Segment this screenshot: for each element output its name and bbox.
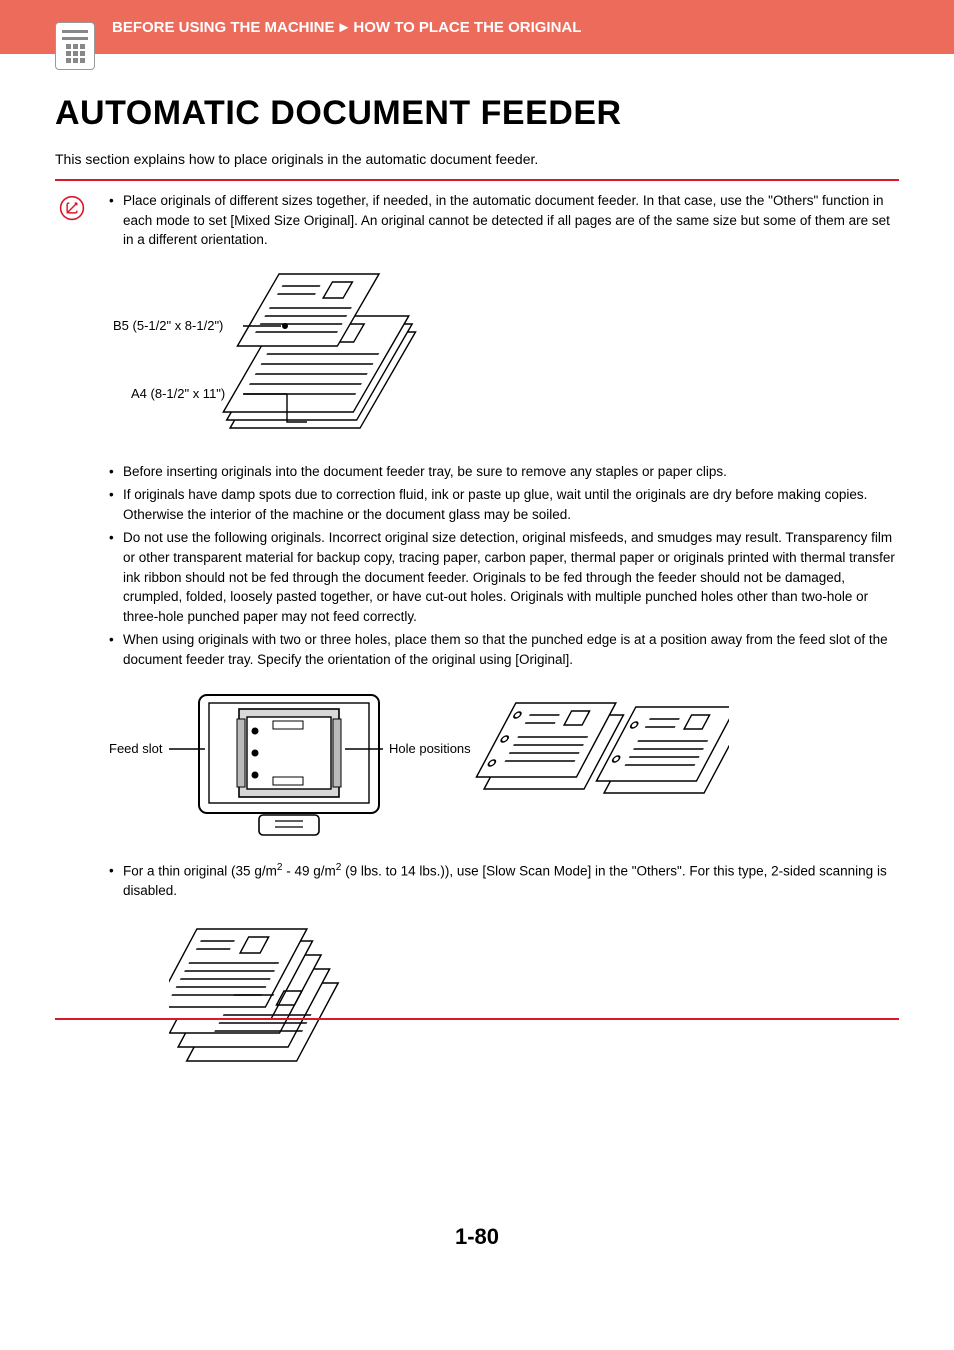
list-item: Do not use the following originals. Inco… xyxy=(109,528,899,626)
bullet-list-top: Place originals of different sizes toget… xyxy=(109,191,899,250)
bullet-list-mid: Before inserting originals into the docu… xyxy=(109,462,899,670)
breadcrumb-left: BEFORE USING THE MACHINE xyxy=(112,19,335,36)
page-number: 1-80 xyxy=(0,1224,954,1250)
fig1-label-a4: A4 (8-1/2" x 11") xyxy=(131,386,225,401)
breadcrumb-separator: ► xyxy=(337,19,352,36)
page-title: AUTOMATIC DOCUMENT FEEDER xyxy=(55,94,899,133)
fig2-label-holes: Hole positions xyxy=(389,741,471,756)
fig1-label-b5: B5 (5-1/2" x 8-1/2") xyxy=(113,318,223,333)
header-bar: BEFORE USING THE MACHINE ► HOW TO PLACE … xyxy=(0,0,954,54)
figure-thin-originals xyxy=(109,915,899,1075)
figure-feed-slot: Feed slot Hole positions xyxy=(109,683,899,843)
note-icon xyxy=(55,191,89,221)
bullet-list-bottom: For a thin original (35 g/m2 - 49 g/m2 (… xyxy=(109,861,899,901)
list-item: For a thin original (35 g/m2 - 49 g/m2 (… xyxy=(109,861,899,901)
intro-text: This section explains how to place origi… xyxy=(55,151,899,167)
breadcrumb-right: HOW TO PLACE THE ORIGINAL xyxy=(353,19,581,36)
list-item: When using originals with two or three h… xyxy=(109,630,899,669)
section-icon xyxy=(55,22,95,70)
page-content: AUTOMATIC DOCUMENT FEEDER This section e… xyxy=(0,54,954,1113)
section-divider-bottom xyxy=(55,1018,899,1020)
figure-mixed-sizes: B5 (5-1/2" x 8-1/2") A4 (8-1/2" x 11") xyxy=(109,264,899,444)
list-item: Before inserting originals into the docu… xyxy=(109,462,899,482)
note-block: Place originals of different sizes toget… xyxy=(55,181,899,1113)
list-item: Place originals of different sizes toget… xyxy=(109,191,899,250)
fig2-label-feed: Feed slot xyxy=(109,741,163,756)
list-item: If originals have damp spots due to corr… xyxy=(109,485,899,524)
